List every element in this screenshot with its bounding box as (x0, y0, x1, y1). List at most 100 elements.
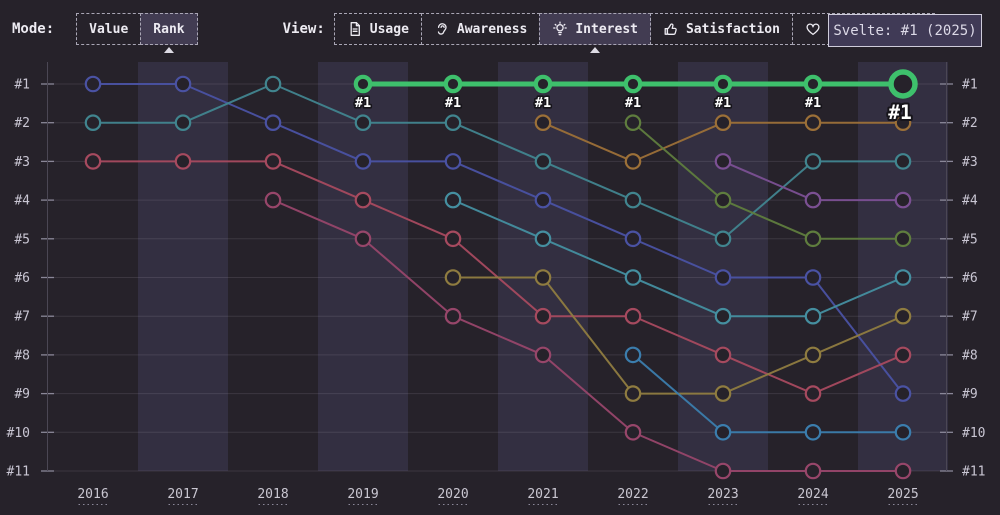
data-point-line-olive[interactable] (804, 346, 822, 364)
year-label[interactable]: 2024 (797, 487, 828, 502)
data-point-svelte[interactable] (888, 69, 918, 99)
data-point-line-teal[interactable] (624, 191, 642, 209)
data-point-line-teal[interactable] (894, 153, 912, 170)
data-point-line-teal[interactable] (174, 114, 192, 131)
data-point-line-maroon[interactable] (714, 462, 732, 480)
data-point-line-purple[interactable] (804, 191, 822, 209)
data-point-line-purple[interactable] (714, 153, 732, 170)
view-button-usage[interactable]: Usage (333, 13, 422, 45)
mode-button-value[interactable]: Value (76, 13, 142, 45)
data-point-line-red[interactable] (174, 153, 192, 170)
data-point-line-red[interactable] (894, 346, 912, 364)
data-point-line-maroon[interactable] (444, 307, 462, 325)
highlight-rank-label: #1 (715, 95, 731, 111)
data-point-line-teal[interactable] (714, 230, 732, 248)
year-label[interactable]: 2017 (167, 487, 198, 502)
data-point-line-indigo[interactable] (804, 269, 822, 286)
data-point-line-green-dark[interactable] (714, 191, 732, 209)
data-point-svelte[interactable] (443, 74, 463, 94)
data-point-line-indigo[interactable] (354, 153, 372, 170)
data-point-line-red[interactable] (264, 153, 282, 170)
data-point-line-orange[interactable] (624, 153, 642, 170)
data-point-line-red[interactable] (354, 191, 372, 209)
data-point-line-blue-light[interactable] (804, 423, 822, 441)
data-point-line-maroon[interactable] (534, 346, 552, 364)
data-point-line-teal[interactable] (534, 153, 552, 170)
data-point-svelte[interactable] (533, 74, 553, 94)
data-point-line-cyan[interactable] (624, 269, 642, 286)
data-point-svelte[interactable] (713, 74, 733, 94)
data-point-line-cyan[interactable] (804, 307, 822, 325)
data-point-line-indigo[interactable] (84, 75, 102, 93)
year-label[interactable]: 2018 (257, 487, 288, 502)
data-point-svelte[interactable] (623, 74, 643, 94)
data-point-line-orange[interactable] (714, 114, 732, 131)
rank-label-left: #6 (14, 271, 30, 286)
data-point-line-purple[interactable] (894, 191, 912, 209)
year-label[interactable]: 2025 (887, 487, 918, 502)
year-label[interactable]: 2021 (527, 487, 558, 502)
rank-label-left: #7 (14, 310, 30, 325)
data-point-line-teal[interactable] (84, 114, 102, 131)
year-label[interactable]: 2023 (707, 487, 738, 502)
data-point-line-maroon[interactable] (894, 462, 912, 480)
data-point-line-green-dark[interactable] (624, 114, 642, 131)
data-point-line-teal[interactable] (354, 114, 372, 131)
mode-button-rank[interactable]: Rank (140, 13, 198, 53)
data-point-line-indigo[interactable] (714, 269, 732, 286)
heart-icon (805, 21, 821, 37)
data-point-line-red[interactable] (84, 153, 102, 170)
data-point-line-indigo[interactable] (624, 230, 642, 248)
data-point-line-red[interactable] (804, 385, 822, 402)
data-point-line-maroon[interactable] (264, 191, 282, 209)
data-point-line-olive[interactable] (714, 385, 732, 402)
data-point-line-olive[interactable] (624, 385, 642, 402)
data-point-line-olive[interactable] (444, 269, 462, 286)
data-point-line-blue-light[interactable] (624, 346, 642, 364)
data-point-line-teal[interactable] (264, 75, 282, 93)
data-point-line-red[interactable] (624, 307, 642, 325)
data-point-line-green-dark[interactable] (894, 230, 912, 248)
data-point-line-green-dark[interactable] (804, 230, 822, 248)
rank-label-right: #8 (962, 348, 978, 363)
data-point-line-orange[interactable] (894, 114, 912, 131)
view-button-satisfaction[interactable]: Satisfaction (649, 13, 793, 45)
view-label: View: (282, 21, 325, 37)
data-point-line-cyan[interactable] (714, 307, 732, 325)
year-label[interactable]: 2020 (437, 487, 468, 502)
rank-label-left: #5 (14, 232, 30, 247)
data-point-line-red[interactable] (714, 346, 732, 364)
data-point-svelte[interactable] (803, 74, 823, 94)
data-point-line-red[interactable] (444, 230, 462, 248)
data-point-line-maroon[interactable] (804, 462, 822, 480)
data-point-line-indigo[interactable] (534, 191, 552, 209)
year-label[interactable]: 2019 (347, 487, 378, 502)
view-button-interest[interactable]: Interest (539, 13, 651, 53)
data-point-line-indigo[interactable] (894, 385, 912, 402)
data-point-line-olive[interactable] (894, 307, 912, 325)
data-point-line-blue-light[interactable] (714, 423, 732, 441)
data-point-line-teal[interactable] (804, 153, 822, 170)
data-point-line-orange[interactable] (534, 114, 552, 131)
data-point-line-maroon[interactable] (354, 230, 372, 248)
data-point-line-cyan[interactable] (894, 269, 912, 286)
data-point-line-blue-light[interactable] (894, 423, 912, 441)
data-point-line-indigo[interactable] (264, 114, 282, 131)
view-button-awareness[interactable]: Awareness (420, 13, 541, 45)
data-point-line-indigo[interactable] (444, 153, 462, 170)
data-point-line-orange[interactable] (804, 114, 822, 131)
data-point-svelte[interactable] (353, 74, 373, 94)
data-point-line-indigo[interactable] (174, 75, 192, 93)
data-point-line-cyan[interactable] (534, 230, 552, 248)
rank-label-right: #3 (962, 155, 978, 170)
data-point-line-red[interactable] (534, 307, 552, 325)
data-point-line-maroon[interactable] (624, 423, 642, 441)
year-label[interactable]: 2022 (617, 487, 648, 502)
year-label[interactable]: 2016 (77, 487, 108, 502)
data-point-line-teal[interactable] (444, 114, 462, 131)
data-point-line-cyan[interactable] (444, 191, 462, 209)
view-button-label: Awareness (456, 21, 528, 37)
selected-caret-icon (590, 47, 601, 53)
data-point-line-olive[interactable] (534, 269, 552, 286)
